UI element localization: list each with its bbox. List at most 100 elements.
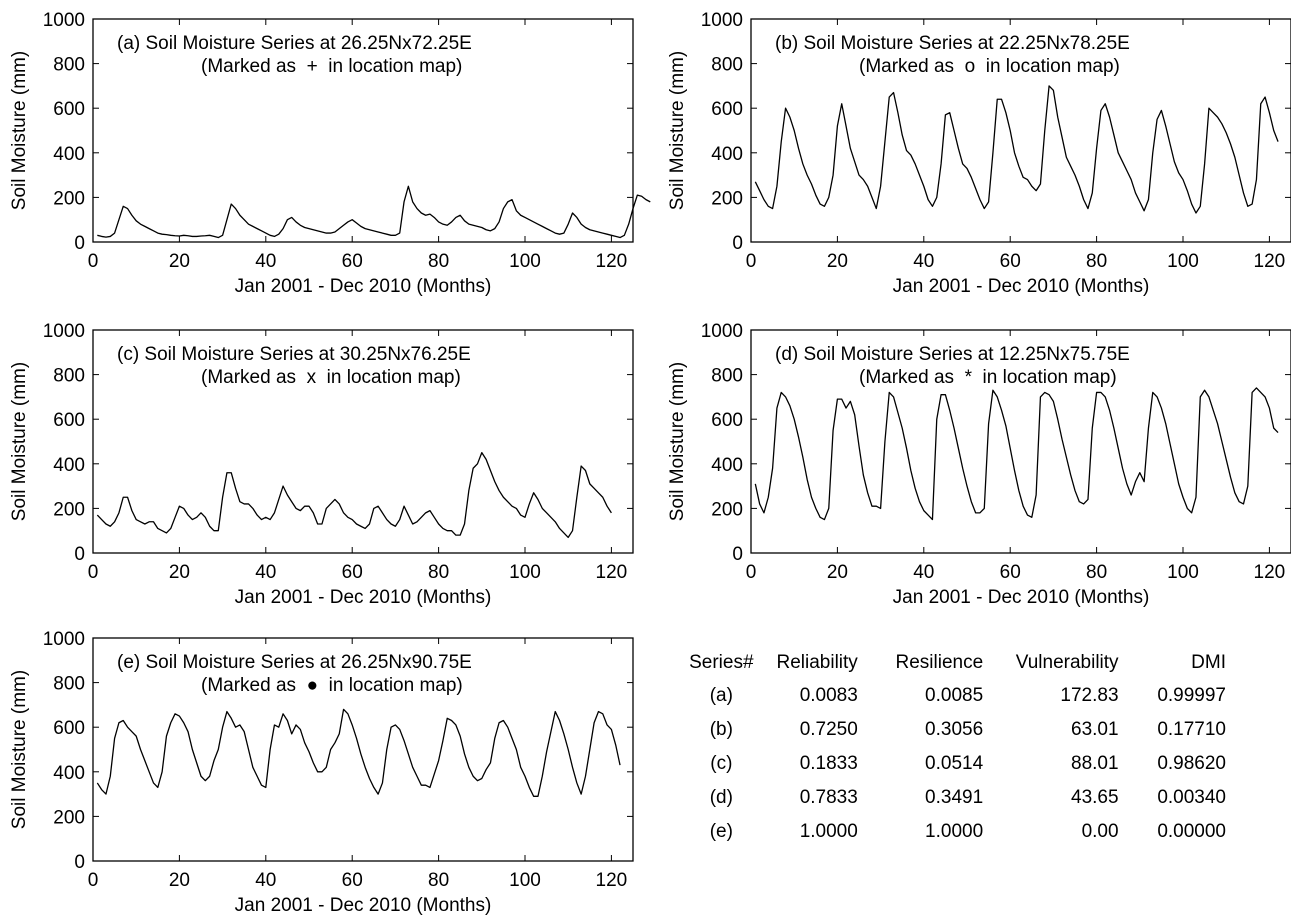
chart-a-y-tick-label: 800 [53,55,85,76]
cell-reliability: 0.7833 [799,787,858,808]
cell-resilience: 0.0085 [925,685,984,706]
chart-c-y-tick-label: 200 [53,499,85,520]
chart-e-subtitle: (Marked as ● in location map) [201,675,463,696]
chart-d-y-tick-label: 600 [711,410,743,431]
chart-c-subtitle: (Marked as x in location map) [201,367,461,388]
cell-series: (a) [709,685,733,706]
chart-b-subtitle: (Marked as o in location map) [859,56,1120,77]
chart-d-x-tick-label: 40 [913,562,934,583]
cell-resilience: 0.3056 [925,719,984,740]
header-reliability: Reliability [776,651,858,673]
chart-b-x-tick-label: 60 [1000,251,1021,272]
chart-d-y-tick-label: 0 [732,544,743,565]
chart-c-y-tick-label: 800 [53,366,85,387]
chart-c-series-line [96,451,612,539]
chart-c-marker-symbol: x [307,367,317,388]
chart-d-series-line [754,387,1279,521]
chart-b-marker-symbol: o [965,56,976,77]
chart-e-subtitle-prefix: (Marked as [201,675,307,696]
chart-b-title: (b) Soil Moisture Series at 22.25Nx78.25… [775,33,1130,54]
chart-e-title: (e) Soil Moisture Series at 26.25Nx90.75… [117,652,472,673]
cell-series: (c) [710,753,733,774]
table-header-row: Series# Reliability Resilience Vulnerabi… [680,646,1236,679]
chart-a-x-tick-label: 60 [342,251,363,272]
chart-d-subtitle: (Marked as * in location map) [859,367,1117,388]
cell-dmi: 0.98620 [1157,753,1226,774]
chart-a-subtitle: (Marked as + in location map) [201,56,462,77]
chart-e-y-tick-label: 800 [53,674,85,695]
cell-dmi: 0.00000 [1157,821,1226,842]
chart-e-y-tick-label: 0 [74,852,85,873]
chart-d-title: (d) Soil Moisture Series at 12.25Nx75.75… [775,344,1130,365]
chart-c-x-tick-label: 80 [428,562,449,583]
chart-a-panel: 0 20 40 60 80 100 120 0 200 400 600 800 1000 (a) Soil… [9,10,651,297]
cell-resilience: 0.3491 [925,787,984,808]
chart-c-x-axis-label: Jan 2001 - Dec 2010 (Months) [235,587,492,608]
chart-e-y-tick-label: 1000 [43,629,85,650]
chart-d-x-axis-label: Jan 2001 - Dec 2010 (Months) [893,587,1150,608]
chart-a-y-tick-label: 1000 [43,10,85,31]
chart-a-x-axis-label: Jan 2001 - Dec 2010 (Months) [235,276,492,297]
chart-b-series-line [754,85,1279,214]
chart-d-y-axis-label: Soil Moisture (mm) [667,362,688,521]
cell-reliability: 0.0083 [799,685,858,706]
chart-e-panel: 0 20 40 60 80 100 120 0 200 400 600 800 1000 (e) Soil… [9,629,634,916]
chart-a-subtitle-prefix: (Marked as [201,56,307,77]
cell-resilience: 1.0000 [925,821,984,842]
cell-vulnerability: 63.01 [1071,719,1119,740]
chart-a-x-tick-label: 40 [255,251,276,272]
chart-d-subtitle-prefix: (Marked as [859,367,965,388]
chart-c-x-tick-label: 100 [509,562,541,583]
chart-a-subtitle-suffix: in location map) [318,56,463,77]
cell-vulnerability: 0.00 [1081,821,1119,842]
chart-d-y-tick-label: 200 [711,499,743,520]
chart-b-x-tick-label: 80 [1086,251,1107,272]
chart-b-y-tick-label: 800 [711,55,743,76]
chart-e-plot-frame [92,637,634,862]
chart-b-y-tick-label: 400 [711,144,743,165]
chart-c-panel: 0 20 40 60 80 100 120 0 200 400 600 800 1000 (c) Soil… [9,321,634,608]
chart-d-marker-symbol: * [965,367,973,388]
chart-b-x-tick-label: 40 [913,251,934,272]
chart-d-x-tick-label: 60 [1000,562,1021,583]
chart-e-x-tick-label: 20 [169,870,190,891]
header-vulnerability: Vulnerability [1015,651,1119,673]
cell-series: (b) [709,719,733,740]
table-row: (d) 0.7833 0.3491 43.65 0.00340 [680,781,1236,815]
chart-c-x-tick-label: 20 [169,562,190,583]
chart-b-x-axis-label: Jan 2001 - Dec 2010 (Months) [893,276,1150,297]
chart-e-y-tick-label: 400 [53,763,85,784]
cell-reliability: 0.1833 [799,753,858,774]
table-row: (a) 0.0083 0.0085 172.83 0.99997 [680,679,1236,713]
chart-e-x-tick-label: 100 [509,870,541,891]
chart-c-y-tick-label: 400 [53,455,85,476]
chart-a-x-tick-label: 120 [596,251,628,272]
chart-c-y-tick-label: 600 [53,410,85,431]
chart-a-series-line [97,185,651,239]
cell-vulnerability: 172.83 [1060,685,1119,706]
chart-a-marker-symbol: + [307,56,318,77]
chart-e-x-tick-label: 120 [596,870,628,891]
chart-b-x-tick-label: 20 [827,251,848,272]
table-row: (e) 1.0000 1.0000 0.00 0.00000 [680,815,1236,849]
chart-d-x-tick-label: 120 [1254,562,1286,583]
cell-resilience: 0.0514 [925,753,984,774]
chart-d-x-tick-label: 20 [827,562,848,583]
chart-a-y-tick-label: 200 [53,188,85,209]
metrics-table: Series# Reliability Resilience Vulnerabi… [680,646,1236,849]
chart-a-y-tick-label: 600 [53,99,85,120]
chart-b-y-tick-label: 600 [711,99,743,120]
chart-b-panel: 0 20 40 60 80 100 120 0 200 400 600 800 1000 (b) Soil… [667,10,1291,297]
chart-b-x-tick-label: 100 [1167,251,1199,272]
chart-e-x-tick-label: 0 [88,870,99,891]
header-resilience: Resilience [895,651,984,673]
chart-a-x-tick-label: 80 [428,251,449,272]
chart-d-y-tick-label: 1000 [701,321,743,342]
chart-e-y-axis-label: Soil Moisture (mm) [9,670,30,829]
chart-c-y-axis-label: Soil Moisture (mm) [9,362,30,521]
cell-dmi: 0.99997 [1157,685,1226,706]
cell-dmi: 0.00340 [1157,787,1226,808]
table-row: (c) 0.1833 0.0514 88.01 0.98620 [680,747,1236,781]
cell-series: (d) [709,787,733,808]
